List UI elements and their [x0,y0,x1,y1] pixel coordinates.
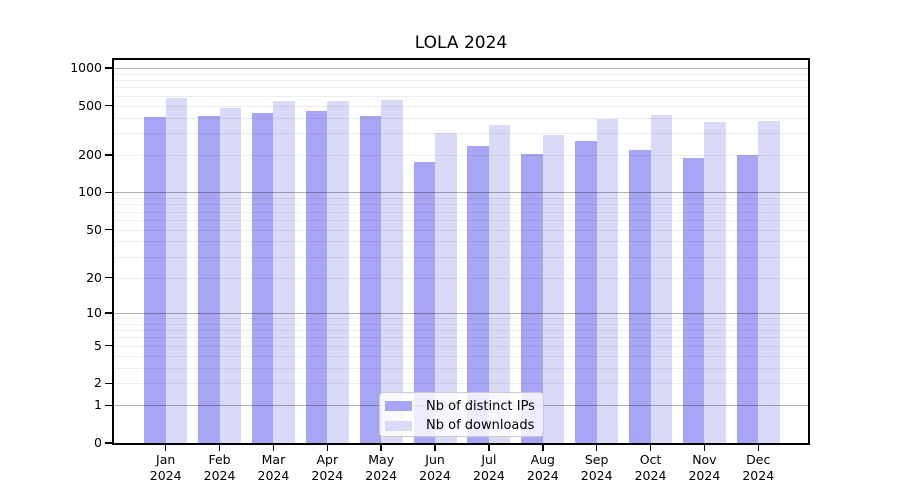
legend-row-downloads: Nb of downloads [380,416,543,435]
legend-label-downloads: Nb of downloads [426,418,535,433]
y-tick-10 [105,312,112,314]
gridline-minor-900 [114,73,808,75]
y-tick-500 [105,104,112,107]
x-tick-label-jan: Jan 2024 [149,452,182,483]
bar-may-downloads [381,100,403,443]
x-tick-feb [218,445,221,451]
bar-apr-downloads [327,100,349,443]
bar-may-distinct-ips [359,116,382,443]
bar-aug-distinct-ips [521,154,543,443]
bar-oct-distinct-ips [629,150,651,443]
gridline-minor-700 [114,87,808,89]
bar-dec-distinct-ips [736,154,759,443]
bar-jul-downloads [488,124,511,443]
x-tick-label-may: May 2024 [365,452,398,483]
x-tick-label-jul: Jul 2024 [473,452,505,483]
bar-mar-downloads [273,100,295,443]
y-tick-50 [105,228,112,231]
x-tick-label-feb: Feb 2024 [203,452,236,483]
y-tick-label-1: 1 [94,397,102,413]
x-tick-label-nov: Nov 2024 [688,452,721,483]
gridline-major-1000 [114,67,808,69]
bar-oct-downloads [650,114,673,443]
x-tick-apr [326,445,329,451]
legend-swatch-downloads [385,420,412,431]
y-tick-label-500: 500 [78,97,102,113]
bar-jan-downloads [165,97,188,443]
y-tick-label-10: 10 [86,304,102,320]
y-tick-label-0: 0 [94,435,102,450]
y-tick-label-2: 2 [94,375,102,391]
x-tick-label-mar: Mar 2024 [257,452,290,483]
bar-dec-downloads [758,120,780,443]
plot-area [112,58,810,445]
bar-feb-distinct-ips [198,116,220,443]
x-tick-mar [272,445,275,451]
y-tick-20 [105,276,112,279]
y-tick-label-100: 100 [78,184,102,200]
bar-nov-distinct-ips [682,158,705,443]
x-tick-sep [595,445,598,451]
gridline-minor-600 [114,95,808,97]
y-tick-1 [105,404,112,407]
legend-row-distinct-ips: Nb of distinct IPs [380,397,543,416]
bar-apr-distinct-ips [305,111,328,443]
y-tick-label-200: 200 [78,147,102,163]
bar-sep-downloads [596,118,619,443]
y-tick-label-50: 50 [86,221,102,237]
x-tick-label-dec: Dec 2024 [742,452,775,483]
chart-title: LOLA 2024 [414,33,508,53]
bar-jun-downloads [435,132,457,443]
x-tick-aug [542,445,544,451]
x-tick-jan [164,445,167,451]
bar-jul-distinct-ips [467,146,489,443]
x-tick-jul [488,445,490,451]
x-tick-may [380,445,382,451]
legend-swatch-distinct-ips [385,401,412,411]
y-tick-label-1000: 1000 [70,59,102,75]
x-tick-label-oct: Oct 2024 [634,452,667,483]
x-tick-label-aug: Aug 2024 [526,452,559,483]
y-tick-label-20: 20 [86,269,102,285]
x-tick-label-apr: Apr 2024 [311,452,344,483]
x-tick-label-jun: Jun 2024 [419,452,451,483]
y-tick-0 [105,442,112,444]
gridline-minor-500 [114,105,808,107]
x-tick-dec [757,445,760,451]
bar-jan-distinct-ips [144,116,166,443]
y-tick-2 [105,382,112,385]
bar-mar-distinct-ips [251,112,274,443]
legend: Nb of distinct IPs Nb of downloads [379,392,544,437]
x-tick-label-sep: Sep 2024 [580,452,613,483]
y-tick-200 [105,154,112,156]
x-tick-oct [649,445,652,451]
y-tick-5 [105,344,112,347]
y-tick-1000 [105,67,112,69]
x-tick-nov [703,445,706,451]
bar-sep-distinct-ips [575,141,597,443]
y-tick-100 [105,191,112,194]
legend-label-distinct-ips: Nb of distinct IPs [426,398,535,414]
bar-jun-distinct-ips [413,162,436,443]
bar-feb-downloads [219,108,242,443]
x-tick-jun [434,445,436,451]
gridline-minor-800 [114,80,808,82]
bar-aug-downloads [542,135,565,443]
bar-nov-downloads [704,121,726,443]
y-tick-label-5: 5 [94,337,102,353]
